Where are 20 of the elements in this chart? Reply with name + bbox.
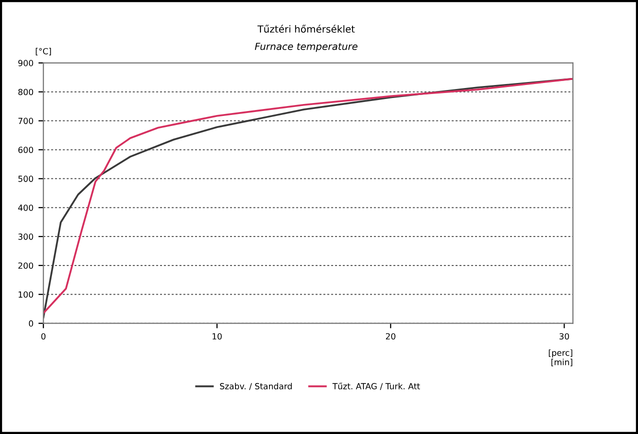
y-tick-label: 200 [18,262,34,269]
y-tick-label: 800 [18,88,34,96]
y-tick-label: 900 [18,60,34,66]
y-axis-title: [°C] [36,48,51,56]
y-tick-label: 300 [18,234,34,240]
x-tick-label: 20 [386,333,396,340]
y-tick-label: 0 [28,320,34,327]
y-tick-label: 600 [18,146,34,154]
x-tick-label: 30 [560,333,569,340]
x-axis-title: [perc] [min] [548,349,572,366]
y-tick-label: 700 [18,118,34,124]
x-tick-label: 10 [212,333,222,340]
x-tick-label: 0 [41,333,46,340]
chart-subtitle: Furnace temperature [254,42,358,52]
y-tick-label: 400 [18,204,34,211]
legend-label: Szabv. / Standard [220,382,292,390]
legend-label: Tűzt. ATAG / Turk. Att [332,382,420,390]
chart-title: Tűztéri hőmérséklet [257,24,355,33]
y-tick-label: 100 [18,291,34,298]
y-tick-label: 500 [18,176,34,182]
